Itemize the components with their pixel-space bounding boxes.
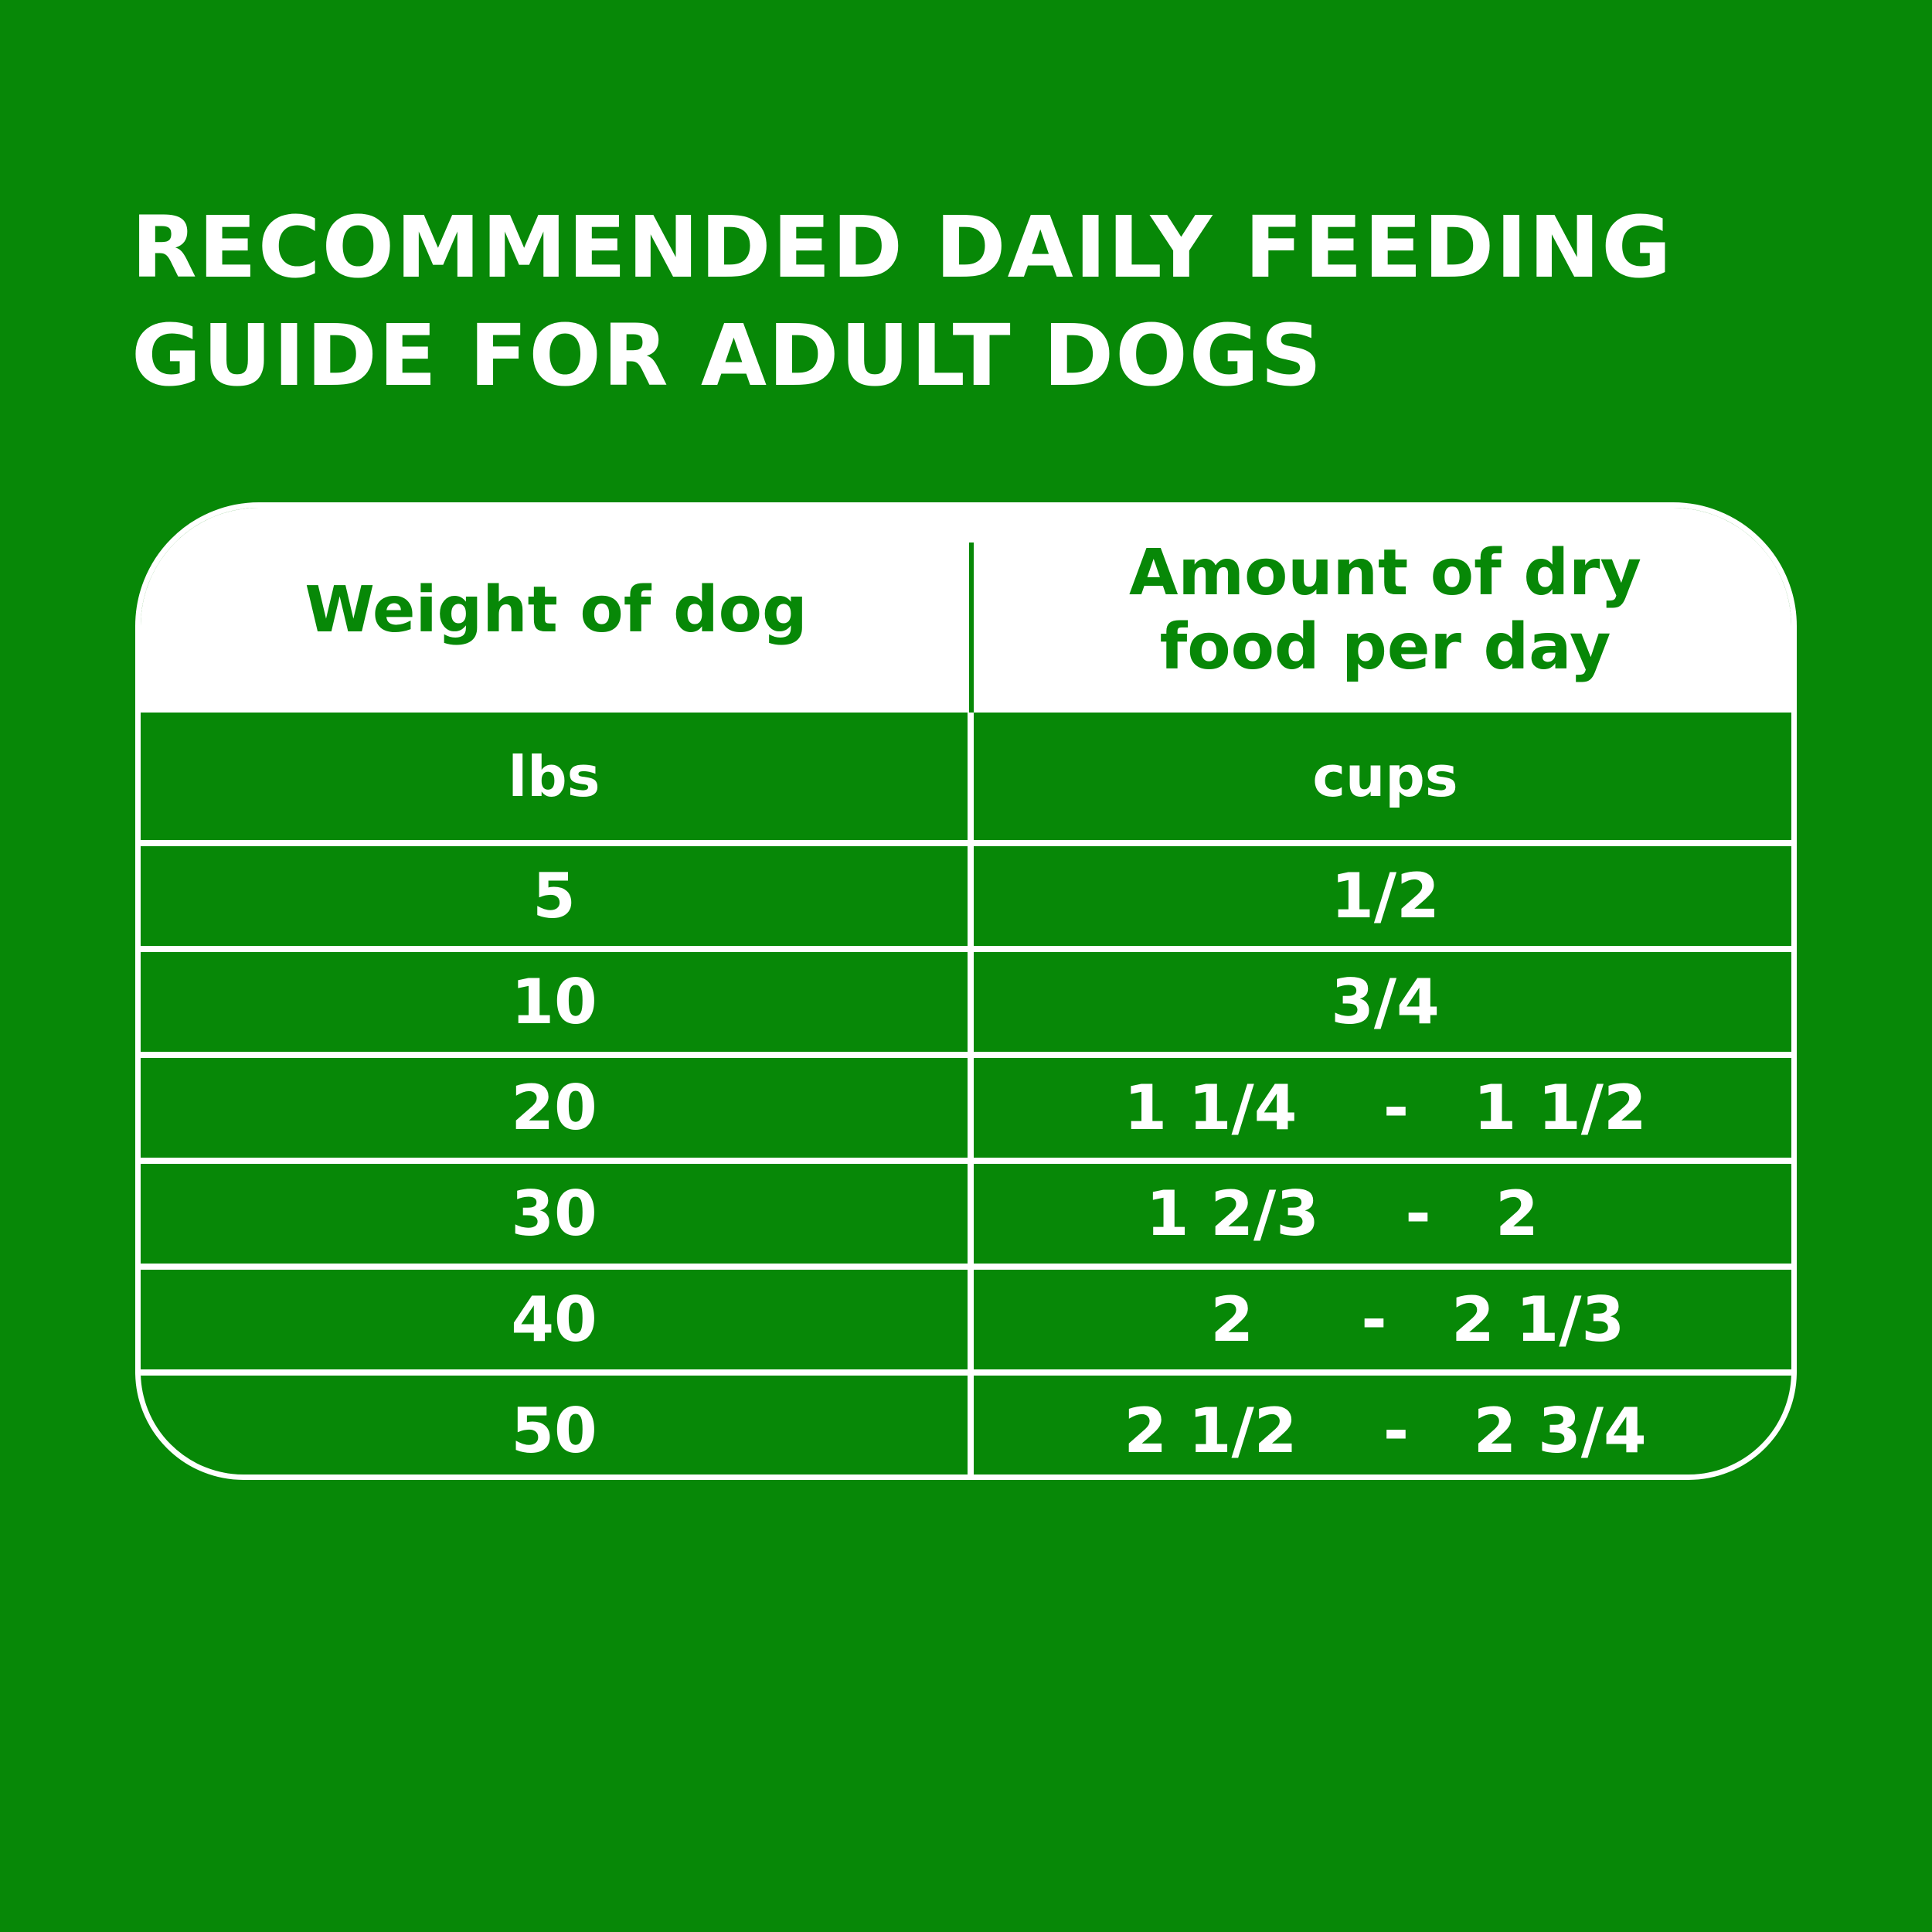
- amount-cell: 1 1/4 - 1 1/2: [1124, 1072, 1647, 1144]
- amount-cell: 1 2/3 - 2: [1145, 1178, 1625, 1250]
- unit-lbs: lbs: [508, 743, 600, 809]
- weight-cell: 40: [511, 1284, 597, 1355]
- table-row: 5 1/2: [141, 840, 1791, 946]
- amount-cell: 2 - 2 1/3: [1145, 1284, 1625, 1355]
- title-line-1: RECOMMENDED DAILY FEEDING: [131, 198, 1673, 297]
- table-row: 40 2 - 2 1/3: [141, 1264, 1791, 1369]
- weight-cell: 20: [511, 1072, 597, 1144]
- header-amount-line-2: food per day: [1159, 610, 1611, 684]
- amount-cell: 2 1/2 - 2 3/4: [1124, 1394, 1647, 1467]
- header-amount: Amount of dry food per day: [974, 508, 1791, 713]
- table-row: 50 2 1/2 - 2 3/4: [141, 1369, 1791, 1475]
- page-title: RECOMMENDED DAILY FEEDING GUIDE FOR ADUL…: [131, 193, 1832, 410]
- units-row: lbs cups: [141, 713, 1791, 840]
- header-divider: [969, 543, 974, 716]
- header-amount-line-1: Amount of dry: [1129, 536, 1641, 610]
- weight-cell: 5: [532, 860, 576, 932]
- column-divider: [968, 713, 974, 1475]
- table-row: 20 1 1/4 - 1 1/2: [141, 1052, 1791, 1158]
- weight-cell: 50: [511, 1394, 597, 1467]
- header-weight: Weight of dog: [304, 573, 808, 647]
- amount-cell: 1/2: [1331, 860, 1440, 932]
- unit-cups: cups: [1312, 743, 1458, 809]
- feeding-table: Weight of dog Amount of dry food per day…: [135, 502, 1797, 1480]
- weight-cell: 30: [511, 1178, 597, 1250]
- title-line-2: GUIDE FOR ADULT DOGS: [131, 306, 1324, 405]
- table-row: 30 1 2/3 - 2: [141, 1158, 1791, 1264]
- table-header: Weight of dog Amount of dry food per day: [141, 508, 1791, 716]
- amount-cell: 3/4: [1331, 966, 1440, 1038]
- table-row: 10 3/4: [141, 946, 1791, 1052]
- weight-cell: 10: [511, 966, 597, 1038]
